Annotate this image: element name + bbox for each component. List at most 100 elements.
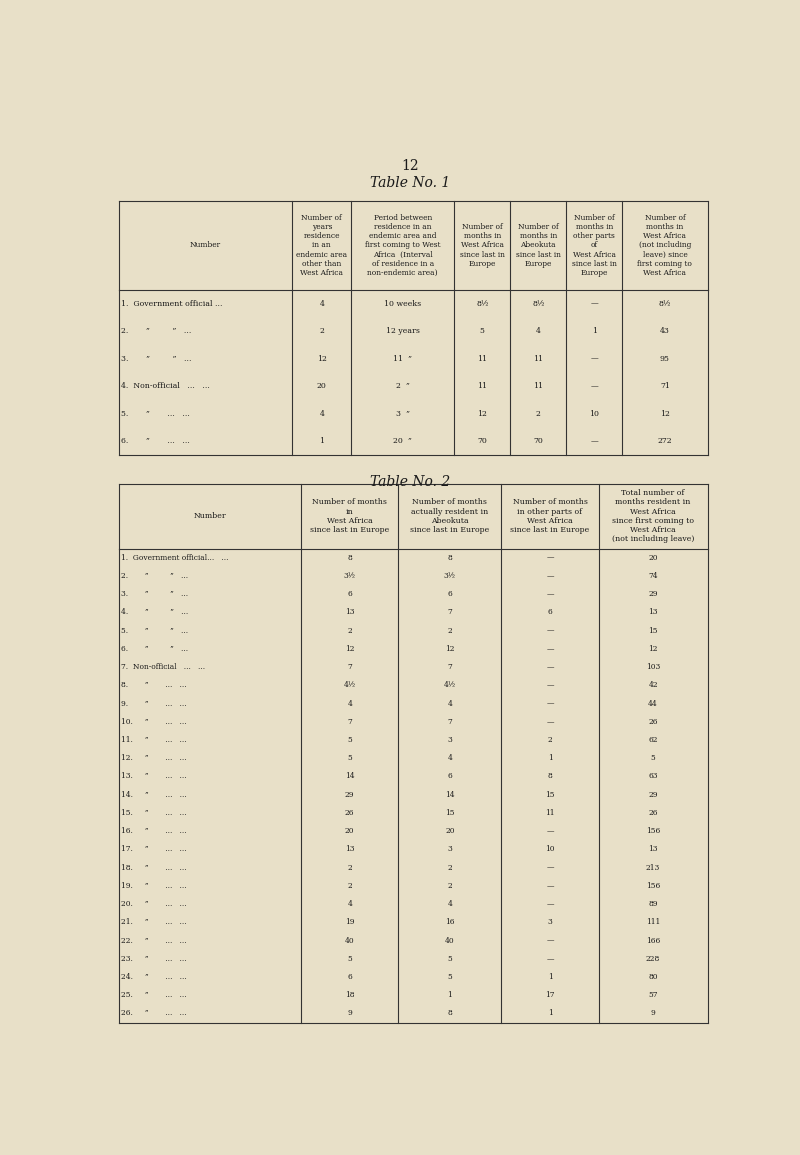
Text: 12: 12	[445, 644, 454, 653]
Text: Table No. 2: Table No. 2	[370, 475, 450, 489]
Text: 13.     ”       ...   ...: 13. ” ... ...	[121, 773, 186, 781]
Text: Number of
months in
West Africa
(not including
leave) since
first coming to
West: Number of months in West Africa (not inc…	[638, 214, 692, 277]
Text: 12: 12	[401, 159, 419, 173]
Text: 15: 15	[546, 791, 554, 799]
Text: 5: 5	[347, 955, 352, 963]
Text: 213: 213	[646, 864, 660, 872]
Text: 89: 89	[648, 900, 658, 908]
Text: 44: 44	[648, 700, 658, 708]
Text: —: —	[546, 572, 554, 580]
Text: —: —	[546, 644, 554, 653]
Text: 4: 4	[347, 900, 352, 908]
Text: 14.     ”       ...   ...: 14. ” ... ...	[121, 791, 187, 799]
Text: 4: 4	[447, 700, 452, 708]
Text: —: —	[546, 937, 554, 945]
Text: 7: 7	[447, 717, 452, 725]
Text: 2: 2	[548, 736, 553, 744]
Text: 7.  Non-official   ...   ...: 7. Non-official ... ...	[121, 663, 206, 671]
Text: 20: 20	[648, 553, 658, 561]
Text: 15.     ”       ...   ...: 15. ” ... ...	[121, 808, 186, 817]
Text: 9: 9	[650, 1009, 655, 1018]
Text: —: —	[546, 882, 554, 889]
Text: 2: 2	[536, 410, 541, 418]
Text: 3½: 3½	[444, 572, 456, 580]
Text: 4: 4	[319, 410, 324, 418]
Text: 7: 7	[347, 717, 352, 725]
Text: 19.     ”       ...   ...: 19. ” ... ...	[121, 882, 186, 889]
Text: 3½: 3½	[344, 572, 356, 580]
Text: 18: 18	[345, 991, 354, 999]
Text: —: —	[546, 681, 554, 690]
Text: 3.       ”         ”   ...: 3. ” ” ...	[121, 355, 191, 363]
Text: 20: 20	[317, 382, 326, 390]
Text: 1: 1	[548, 1009, 553, 1018]
Text: 13: 13	[345, 845, 354, 854]
Text: Number of
months in
West Africa
since last in
Europe: Number of months in West Africa since la…	[460, 223, 505, 268]
Text: —: —	[590, 355, 598, 363]
Text: 12.     ”       ...   ...: 12. ” ... ...	[121, 754, 186, 762]
Text: 6.       ”         ”   ...: 6. ” ” ...	[121, 644, 188, 653]
Text: 1.  Government official...   ...: 1. Government official... ...	[121, 553, 229, 561]
Text: 4.       ”         ”   ...: 4. ” ” ...	[121, 609, 188, 617]
Text: 9: 9	[347, 1009, 352, 1018]
Text: —: —	[546, 627, 554, 634]
Text: 15: 15	[445, 808, 454, 817]
Text: 95: 95	[660, 355, 670, 363]
Text: 5.       ”       ...   ...: 5. ” ... ...	[121, 410, 190, 418]
Text: Number of months
in
West Africa
since last in Europe: Number of months in West Africa since la…	[310, 498, 390, 534]
Text: 5: 5	[347, 754, 352, 762]
Text: 63: 63	[648, 773, 658, 781]
Text: 26.     ”       ...   ...: 26. ” ... ...	[121, 1009, 186, 1018]
Text: 13: 13	[648, 609, 658, 617]
Text: 103: 103	[646, 663, 660, 671]
Text: 6.       ”       ...   ...: 6. ” ... ...	[121, 438, 190, 446]
Text: 272: 272	[658, 438, 672, 446]
Text: 5.       ”         ”   ...: 5. ” ” ...	[121, 627, 188, 634]
Text: 10: 10	[546, 845, 554, 854]
Text: 43: 43	[660, 327, 670, 335]
Text: Number: Number	[190, 241, 221, 249]
Text: 4½: 4½	[344, 681, 356, 690]
Text: 23.     ”       ...   ...: 23. ” ... ...	[121, 955, 186, 963]
Text: 5: 5	[480, 327, 485, 335]
Text: Number of months
actually resident in
Abeokuta
since last in Europe: Number of months actually resident in Ab…	[410, 498, 490, 534]
Text: 10 weeks: 10 weeks	[384, 299, 422, 307]
Text: 71: 71	[660, 382, 670, 390]
Text: 5: 5	[447, 955, 452, 963]
Text: 20: 20	[345, 827, 354, 835]
Text: 156: 156	[646, 882, 660, 889]
Text: —: —	[546, 900, 554, 908]
Text: 40: 40	[445, 937, 454, 945]
Text: 2: 2	[319, 327, 324, 335]
Text: 1: 1	[592, 327, 597, 335]
Text: 11: 11	[478, 355, 487, 363]
Text: 2: 2	[447, 882, 452, 889]
Text: 29: 29	[345, 791, 354, 799]
Text: 80: 80	[648, 973, 658, 981]
Text: 7: 7	[447, 663, 452, 671]
Text: 8: 8	[447, 553, 452, 561]
Text: 29: 29	[648, 590, 658, 598]
Text: 1: 1	[319, 438, 324, 446]
Text: Number of
years
residence
in an
endemic area
other than
West Africa: Number of years residence in an endemic …	[296, 214, 347, 277]
Text: 20.     ”       ...   ...: 20. ” ... ...	[121, 900, 186, 908]
Text: 9.       ”       ...   ...: 9. ” ... ...	[121, 700, 186, 708]
Text: —: —	[546, 864, 554, 872]
Text: 10.     ”       ...   ...: 10. ” ... ...	[121, 717, 186, 725]
Text: 16.     ”       ...   ...: 16. ” ... ...	[121, 827, 186, 835]
Text: 26: 26	[648, 808, 658, 817]
Text: 6: 6	[447, 590, 452, 598]
Text: 26: 26	[648, 717, 658, 725]
Text: 111: 111	[646, 918, 660, 926]
Text: 8½: 8½	[476, 299, 489, 307]
Text: 8: 8	[548, 773, 553, 781]
Text: 13: 13	[345, 609, 354, 617]
Text: 7: 7	[447, 609, 452, 617]
Text: 17: 17	[546, 991, 554, 999]
Text: Period between
residence in an
endemic area and
first coming to West
Africa  (In: Period between residence in an endemic a…	[365, 214, 441, 277]
Text: 3: 3	[548, 918, 553, 926]
Text: —: —	[590, 438, 598, 446]
Text: 2: 2	[347, 864, 352, 872]
Text: Number of
months in
other parts
of
West Africa
since last in
Europe: Number of months in other parts of West …	[572, 214, 617, 277]
Text: 2.       ”         ”   ...: 2. ” ” ...	[121, 327, 191, 335]
